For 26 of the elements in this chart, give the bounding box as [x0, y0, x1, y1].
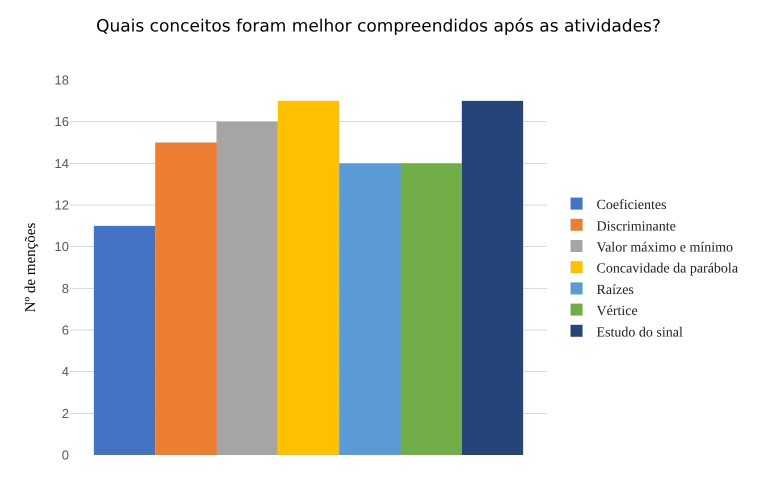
legend-label: Discriminante	[596, 219, 676, 234]
bar	[462, 100, 524, 455]
y-tick-label: 10	[54, 239, 69, 254]
bar	[155, 142, 217, 455]
y-tick-label: 14	[54, 156, 69, 171]
y-tick-label: 6	[62, 322, 69, 338]
legend-label: Vértice	[596, 304, 638, 320]
y-axis-title: Nº de menções	[22, 222, 39, 312]
y-tick-label: 18	[54, 72, 69, 88]
bar	[400, 163, 462, 455]
bar	[94, 226, 156, 455]
legend-label: Valor máximo e mínimo	[596, 240, 734, 256]
y-tick-label: 2	[62, 406, 69, 421]
y-tick-label: 16	[54, 114, 69, 130]
y-tick-label: 8	[62, 280, 69, 296]
bar	[339, 163, 400, 455]
bar	[216, 122, 278, 455]
y-tick-label: 0	[62, 448, 69, 463]
bar	[278, 100, 340, 455]
legend-label: Concavidade da parábola	[596, 262, 739, 277]
legend-label: Estudo do sinal	[596, 325, 683, 340]
y-tick-label: 12	[54, 198, 69, 213]
y-tick-label: 4	[62, 364, 69, 380]
legend-label: Raízes	[596, 282, 634, 298]
legend-label: Coeficientes	[596, 198, 667, 214]
chart-title: Quais conceitos foram melhor compreendidos após as atividades?	[96, 16, 661, 36]
